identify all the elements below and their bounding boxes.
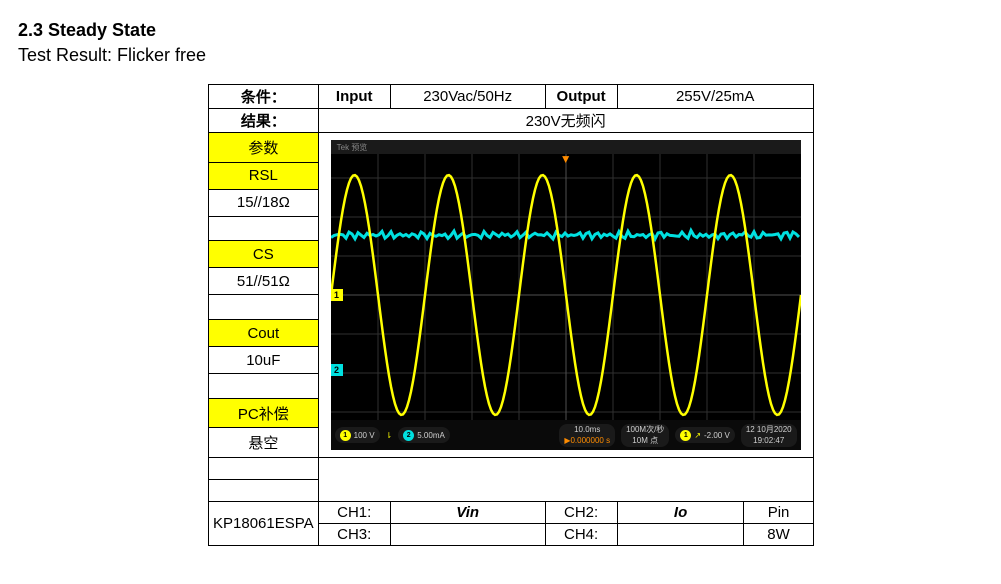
- trig-delay: 0.000000 s: [570, 436, 610, 445]
- spacer: [209, 295, 319, 320]
- cs-value: 51//51Ω: [209, 268, 319, 295]
- test-result: Test Result: Flicker free: [18, 45, 983, 66]
- ch2-badge-icon: 2: [403, 430, 414, 441]
- output-label: Output: [545, 85, 617, 109]
- conditions-label: 条件：: [209, 85, 319, 109]
- blank-cell: [209, 458, 319, 480]
- ch1-scale: 100 V: [354, 431, 375, 440]
- data-table: 条件： Input 230Vac/50Hz Output 255V/25mA 结…: [208, 84, 814, 546]
- ch1-badge-icon: 1: [340, 430, 351, 441]
- params-header: 参数: [209, 133, 319, 163]
- trig-level: -2.00 V: [704, 431, 730, 440]
- ch3-value: [390, 524, 545, 546]
- ch2-scale: 5.00mA: [417, 431, 445, 440]
- pin-value: 8W: [744, 524, 813, 546]
- section-title: 2.3 Steady State: [18, 20, 983, 41]
- trig-ch-icon: 1: [680, 430, 691, 441]
- svg-text:2: 2: [334, 365, 339, 375]
- scope-date: 12 10月2020: [746, 426, 792, 434]
- scope-brand: Tek 预览: [337, 142, 368, 153]
- spacer: [209, 216, 319, 241]
- ch3-label: CH3:: [318, 524, 390, 546]
- rsl-value: 15//18Ω: [209, 189, 319, 216]
- ch2-label: CH2:: [545, 502, 617, 524]
- result-label: 结果：: [209, 109, 319, 133]
- input-value: 230Vac/50Hz: [390, 85, 545, 109]
- ch1-value: Vin: [390, 502, 545, 524]
- sample-rate: 100M次/秒: [626, 426, 664, 434]
- cs-label: CS: [209, 241, 319, 268]
- pin-label: Pin: [744, 502, 813, 524]
- pc-value: 悬空: [209, 428, 319, 458]
- sample-points: 10M 点: [632, 437, 658, 445]
- ch2-value: Io: [617, 502, 744, 524]
- output-value: 255V/25mA: [617, 85, 813, 109]
- result-value: 230V无频闪: [318, 109, 813, 133]
- rsl-label: RSL: [209, 162, 319, 189]
- cout-label: Cout: [209, 320, 319, 347]
- ch1-label: CH1:: [318, 502, 390, 524]
- cout-value: 10uF: [209, 347, 319, 374]
- blank-cell: [209, 480, 319, 502]
- blank-right: [318, 458, 813, 502]
- pc-label: PC补偿: [209, 398, 319, 428]
- timebase: 10.0ms: [574, 425, 600, 434]
- oscilloscope-screenshot: Tek 预览 ▼: [331, 140, 801, 450]
- trigger-marker-icon: ▼: [560, 152, 572, 166]
- part-number: KP18061ESPA: [209, 502, 319, 546]
- scope-bottom-bar: 1100 V ⇂ 25.00mA 10.0ms ▶0.000000 s 100M…: [331, 420, 801, 450]
- scope-cell: Tek 预览 ▼: [318, 133, 813, 458]
- input-label: Input: [318, 85, 390, 109]
- ch4-value: [617, 524, 744, 546]
- scope-time: 19:02:47: [753, 437, 784, 445]
- ch4-label: CH4:: [545, 524, 617, 546]
- svg-text:1: 1: [334, 290, 339, 300]
- spacer: [209, 374, 319, 399]
